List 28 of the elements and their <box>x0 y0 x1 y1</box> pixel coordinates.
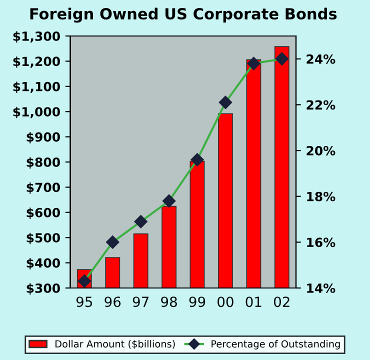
y-tick-label: $600 <box>26 208 60 219</box>
y-tick-label: $300 <box>26 283 60 295</box>
y-tick-label: $500 <box>26 232 60 244</box>
x-tick-label: 98 <box>161 296 177 308</box>
y-tick-label: $700 <box>26 182 60 194</box>
x-tick-label: 02 <box>274 296 290 308</box>
y2-tick-label: 14% <box>307 283 336 293</box>
y-tick-label: $900 <box>26 132 60 144</box>
y-tick-label: $1,300 <box>13 31 60 43</box>
chart-title: Foreign Owned US Corporate Bonds <box>30 8 337 23</box>
x-tick-label: 95 <box>76 296 92 308</box>
y2-tick-label: 18% <box>307 192 336 202</box>
y-tick-label: $400 <box>26 258 60 270</box>
x-tick-label: 97 <box>132 296 148 308</box>
y2-tick-label: 22% <box>306 100 336 110</box>
y2-tick-label: 24% <box>306 54 336 64</box>
y2-tick-label: 16% <box>307 238 336 248</box>
y-tick-label: $1,200 <box>13 56 60 68</box>
x-tick-label: 01 <box>246 296 262 308</box>
x-tick-label: 00 <box>218 296 234 308</box>
x-tick-label: 99 <box>189 296 206 308</box>
x-tick-label: 96 <box>104 296 121 308</box>
y-tick-label: $800 <box>26 157 60 169</box>
y-tick-label: $1,000 <box>13 106 60 118</box>
y2-tick-label: 20% <box>306 146 336 156</box>
legend-label: Dollar Amount ($billions) <box>56 340 175 349</box>
legend-label: Percentage of Outstanding <box>212 340 340 350</box>
y-tick-label: $1,100 <box>13 82 60 93</box>
